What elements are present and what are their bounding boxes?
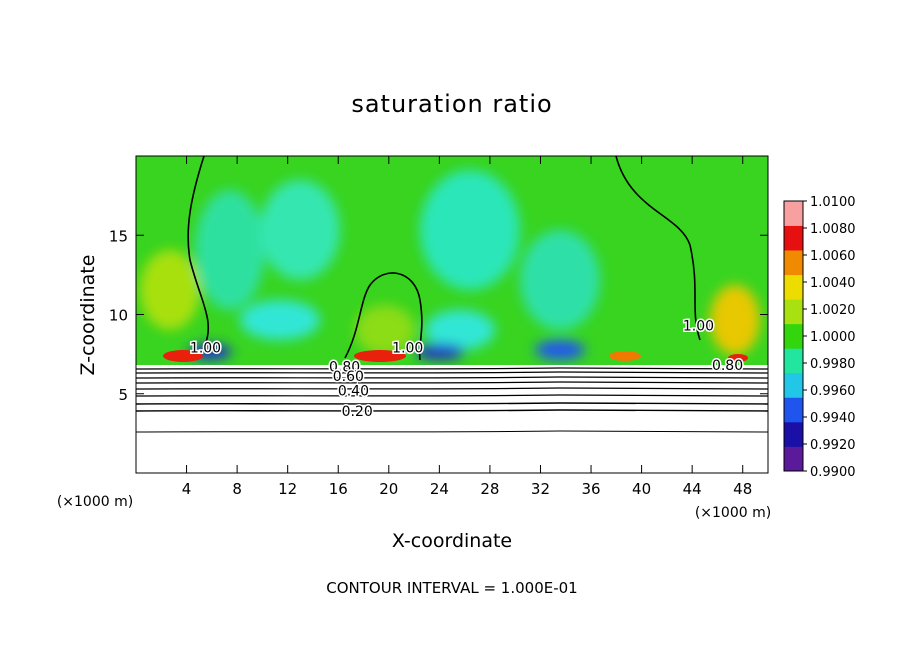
y-axis-label: Z-coordinate: [77, 255, 99, 376]
contour-label: 0.40: [338, 383, 369, 399]
colorbar-tick-label: 1.0000: [810, 330, 856, 345]
cyan-blob: [520, 230, 600, 330]
x-unit-right: (×1000 m): [695, 505, 771, 521]
below-cloud-region: [136, 365, 768, 473]
colorbar-tick-label: 1.0040: [810, 276, 856, 291]
contour-0-20: [136, 409, 768, 412]
contour-label: 1.00: [392, 341, 423, 357]
colorbar: 0.9900 0.9920 0.9940 0.9960 0.9980 1.0000 1.00…: [783, 195, 856, 480]
x-tick-label: 4: [182, 480, 192, 498]
y-tick-label: 15: [109, 227, 128, 245]
red-max-3: [609, 351, 641, 361]
colorbar-tick-label: 1.0060: [810, 249, 856, 264]
blue-blob: [415, 344, 465, 360]
cyan-blob: [240, 300, 320, 340]
colorbar-segment: [784, 250, 803, 276]
x-tick-label: 20: [379, 480, 398, 498]
colorbar-segment: [784, 299, 803, 325]
x-axis-label: X-coordinate: [392, 530, 512, 552]
contour-0-80: [136, 371, 768, 374]
colorbar-tick-label: 0.9980: [810, 357, 856, 372]
yellow-blob: [710, 285, 760, 355]
contour-0-40: [136, 394, 768, 397]
x-tick-label: 40: [632, 480, 651, 498]
contour-0-30: [136, 402, 768, 405]
contour-label: 0.20: [342, 404, 373, 420]
chart-title: saturation ratio: [351, 90, 552, 118]
x-tick-label: 24: [430, 480, 449, 498]
x-tick-label: 16: [329, 480, 348, 498]
red-max-1: [163, 350, 203, 362]
cyan-blob: [425, 310, 495, 350]
x-tick-label: 8: [232, 480, 242, 498]
colorbar-tick-label: 0.9920: [810, 438, 856, 453]
colorbar-segment: [784, 446, 803, 472]
colorbar-tick-label: 0.9940: [810, 411, 856, 426]
contour-0-60: [136, 381, 768, 384]
y-axis-ticks: 5 10 15: [109, 227, 768, 404]
contour-label-group: 1.00 1.001.000.800.600.400.200.80: [188, 317, 744, 422]
contour-0-10: [136, 430, 768, 433]
colorbar-segment: [784, 372, 803, 398]
red-max-4: [728, 354, 748, 362]
x-axis-ticks: 4 8 12 16 20 24 28 32 36 40 44 48: [182, 156, 752, 498]
red-maxima: [163, 350, 748, 362]
y-tick-label: 10: [109, 307, 128, 325]
x-unit-left: (×1000 m): [57, 494, 133, 510]
x-tick-label: 12: [278, 480, 297, 498]
colorbar-segment: [784, 225, 803, 251]
contour-label: 0.60: [333, 369, 364, 385]
x-tick-label: 36: [581, 480, 600, 498]
x-tick-label: 32: [531, 480, 550, 498]
contour-1-00-right: [615, 156, 701, 341]
contour-1-00-left: [187, 156, 210, 346]
contour-0-70: [136, 376, 768, 379]
colorbar-segment: [784, 348, 803, 374]
plot-area: 1.00 1.001.000.800.600.400.200.80: [136, 156, 768, 473]
yellow-blob: [140, 250, 200, 330]
contour-label: 1.00: [683, 318, 714, 334]
contour-label: 0.80: [712, 358, 743, 374]
colorbar-tick-label: 1.0100: [810, 195, 856, 210]
colorbar-tick-label: 1.0020: [810, 303, 856, 318]
yellow-blob: [355, 305, 415, 355]
colorbar-segment: [784, 421, 803, 447]
contour-label: 1.00: [190, 341, 221, 357]
y-tick-label: 5: [118, 386, 128, 404]
colorbar-tick-label: 0.9960: [810, 384, 856, 399]
contour-label: 0.80: [329, 360, 360, 376]
cyan-blob: [260, 180, 340, 280]
contour-1-00-middle: [344, 272, 423, 361]
contour-lines: [136, 156, 768, 433]
red-max-2: [354, 350, 406, 362]
x-tick-label: 28: [480, 480, 499, 498]
field-color-blobs: [140, 170, 760, 360]
x-tick-label: 48: [733, 480, 752, 498]
contour-0-90: [136, 367, 768, 370]
colorbar-segment: [784, 397, 803, 423]
x-tick-label: 44: [683, 480, 702, 498]
colorbar-segment: [784, 323, 803, 349]
colorbar-segment: [784, 201, 803, 226]
contour-interval-note: CONTOUR INTERVAL = 1.000E-01: [326, 579, 577, 597]
colorbar-segment: [784, 274, 803, 300]
colorbar-tick-label: 1.0080: [810, 222, 856, 237]
contour-0-50: [136, 387, 768, 390]
cyan-blob: [420, 170, 520, 290]
blue-blob: [535, 340, 585, 360]
cyan-blob: [195, 190, 265, 310]
colorbar-tick-label: 0.9900: [810, 465, 856, 480]
